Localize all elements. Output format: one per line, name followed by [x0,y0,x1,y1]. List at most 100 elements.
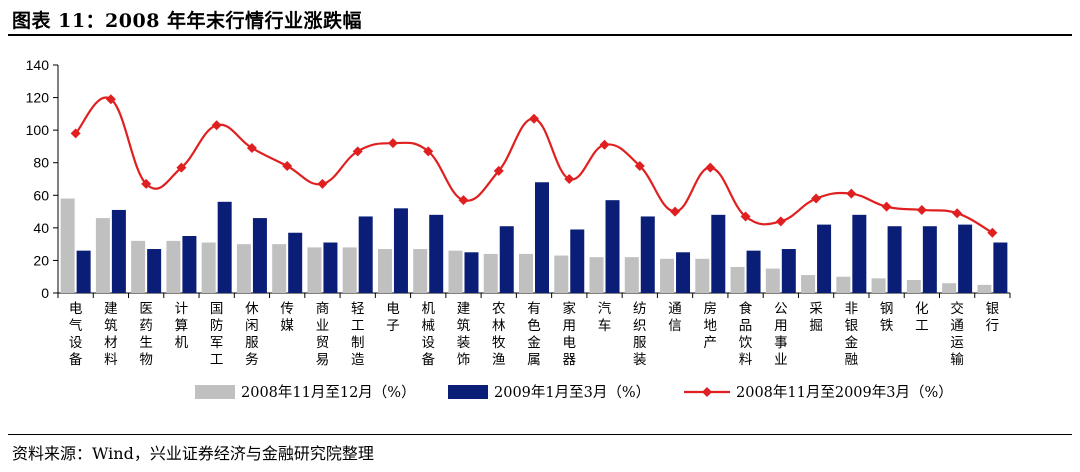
category-label: 家用电器 [563,300,577,368]
line-point [211,120,222,131]
category-label: 休闲服务 [245,301,259,368]
bar-2009-jan-mar [746,250,761,293]
bar-2008-nov-dec [201,242,216,293]
line-point [952,208,963,219]
category-label: 银行 [986,301,1000,334]
line-point [740,211,751,222]
line-point [458,195,469,206]
bar-2009-jan-mar [499,226,514,293]
bar-2008-nov-dec [166,240,181,293]
bar-2008-nov-dec [554,255,569,293]
y-tick-label: 40 [33,220,49,236]
category-label: 电气设备 [69,301,83,368]
line-point [317,178,328,189]
bar-2008-nov-dec [624,257,639,293]
legend: 2008年11月至12月（%） 2009年1月至3月（%） 2008年11月至200… [195,384,953,401]
bar-2009-jan-mar [182,236,197,293]
category-label: 轻工制造 [351,301,365,368]
y-tick-label: 20 [33,252,49,268]
category-label: 农林牧渔 [492,301,506,368]
bar-2009-jan-mar [852,214,867,293]
bar-2008-nov-dec [60,198,75,293]
category-label: 化工 [915,301,929,334]
bar-2009-jan-mar [111,209,126,293]
line-point [282,160,293,171]
line-point [529,113,539,124]
bar-group [60,182,1008,293]
bar-2009-jan-mar [76,250,91,293]
line-point [705,162,716,173]
category-labels: 电气设备 建筑材料 医药生物 计算机 国防军工 休闲服务 传媒 商业贸易 轻工制造 电子 机械设备 建… [69,300,1000,368]
line-point [105,94,116,105]
bar-2009-jan-mar [288,232,303,293]
bar-2009-jan-mar [993,242,1008,293]
line-point [881,201,892,212]
bar-2008-nov-dec [413,249,428,293]
y-tick-label: 100 [26,122,50,138]
y-tick-label: 60 [33,187,49,203]
bar-2008-nov-dec [272,244,287,293]
bar-2008-nov-dec [236,244,251,293]
category-label: 机械设备 [421,301,435,368]
top-rule [8,34,1072,36]
bar-2008-nov-dec [906,279,921,293]
category-label: 计算机 [175,301,189,351]
bar-2008-nov-dec [377,249,392,293]
legend-2008-2009-swatch-marker [702,387,712,397]
legend-2008-nov-dec-swatch [195,385,235,399]
category-label: 钢铁 [880,301,894,334]
line-point [634,160,645,171]
category-label: 商业贸易 [316,301,330,368]
line-group [70,94,998,238]
bar-2008-nov-dec [519,253,533,293]
bar-2009-jan-mar [817,224,832,293]
bar-2008-nov-dec [660,258,675,293]
bar-2008-nov-dec [483,253,498,293]
line-point [916,204,927,215]
line-point [493,165,504,176]
bar-2008-nov-dec [342,247,357,293]
y-tick-label: 140 [26,57,50,73]
category-label: 房地产 [704,301,718,351]
line-point [176,162,187,173]
bar-2009-jan-mar [252,218,267,293]
category-label: 采掘 [809,301,823,334]
bar-2009-jan-mar [323,242,338,293]
bar-2008-nov-dec [589,257,604,293]
line-point [599,139,610,150]
source-note: 资料来源：Wind，兴业证券经济与金融研究院整理 [12,444,374,463]
bar-2008-nov-dec [765,268,780,293]
bar-2008-nov-dec [448,250,463,293]
line-point [670,206,681,217]
bar-2009-jan-mar [922,226,937,293]
chart-title: 图表 11：2008 年年末行情行业涨跌幅 [12,10,363,32]
category-label: 汽车 [598,301,612,334]
category-label: 交通运输 [950,300,964,368]
line-point [70,128,81,139]
bar-2009-jan-mar [147,249,162,293]
bar-2009-jan-mar [958,224,973,293]
bar-2009-jan-mar [358,216,373,293]
y-tick-label: 120 [26,90,50,106]
bar-2008-nov-dec [95,218,110,293]
line-point [987,227,998,238]
legend-2009-jan-mar-label: 2009年1月至3月（%） [494,384,650,401]
bar-2009-jan-mar [570,229,585,293]
line-point [423,146,434,157]
bar-2008-nov-dec [695,258,710,293]
bar-2009-jan-mar [711,214,726,293]
category-label: 有色金属 [527,301,541,368]
line-point [141,178,152,189]
legend-2008-2009-label: 2008年11月至2009年3月（%） [736,384,953,401]
bar-2009-jan-mar [429,214,444,293]
bar-2009-jan-mar [393,208,408,293]
bar-2008-nov-dec [977,284,992,293]
category-label: 国防军工 [210,301,224,368]
bar-2009-jan-mar [781,249,796,293]
category-label: 通信 [668,301,682,334]
legend-2009-jan-mar-swatch [448,385,488,399]
category-label: 建筑装饰 [457,301,471,368]
category-label: 电子 [386,301,400,334]
bar-2008-nov-dec [131,240,146,293]
legend-2008-nov-dec-label: 2008年11月至12月（%） [241,384,416,401]
